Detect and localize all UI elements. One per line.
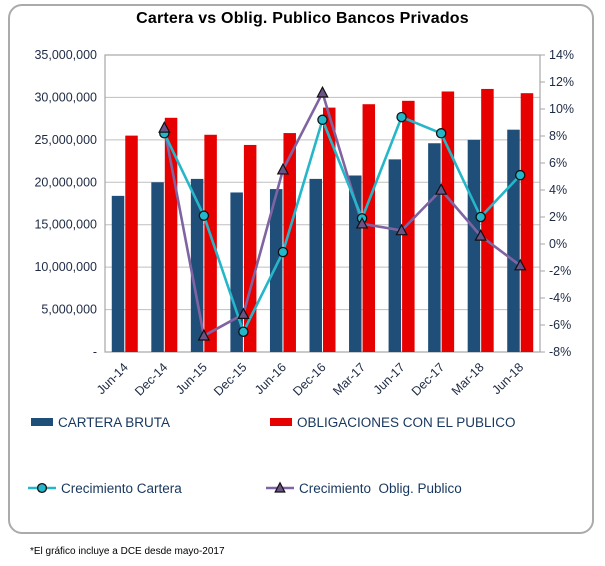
obligaciones-swatch-icon: [270, 418, 292, 426]
bar-series-cartera-bruta: [111, 129, 520, 352]
triangle-marker-icon: [474, 229, 487, 241]
triangle-marker-icon: [197, 328, 211, 341]
legend-label-crecimiento-oblig: Crecimiento Oblig. Publico: [299, 480, 462, 496]
footnote: *El gráfico incluye a DCE desde mayo-201…: [30, 546, 225, 557]
triangle-marker-icon: [514, 258, 527, 271]
right-axis-tick-label: -4%: [549, 291, 571, 305]
legend-item-crecimiento-oblig: Crecimiento Oblig. Publico: [266, 478, 462, 498]
right-axis-tick-label: -2%: [549, 264, 571, 278]
bar: [362, 104, 376, 353]
bar: [309, 178, 322, 352]
legend-label-obligaciones: OBLIGACIONES CON EL PUBLICO: [297, 414, 516, 430]
x-axis-tick-label: Dec-17: [409, 360, 447, 398]
legend-label-cartera-bruta: CARTERA BRUTA: [58, 414, 171, 430]
x-axis-tick-label: Dec-15: [211, 360, 249, 398]
chart-frame: [8, 4, 594, 534]
bar: [125, 135, 138, 352]
chart-svg: 35,000,000 30,000,000 25,000,000 20,000,000…: [34, 48, 574, 399]
circle-marker-icon: [435, 128, 447, 139]
left-axis-tick-label: 30,000,000: [34, 90, 97, 104]
right-axis-tick-label: 4%: [549, 183, 567, 197]
triangle-marker-icon: [355, 216, 369, 229]
markers-crecimiento-cartera: [159, 111, 526, 337]
triangle-marker-icon: [395, 223, 408, 236]
right-axis-tick-label: 2%: [549, 210, 567, 224]
bar: [230, 192, 243, 352]
bar: [428, 143, 441, 352]
cartera-bruta-swatch-icon: [31, 418, 53, 426]
bar: [269, 189, 283, 352]
circle-marker-icon: [475, 211, 486, 223]
bar: [164, 117, 178, 353]
triangle-marker-icon: [237, 307, 250, 319]
left-axis-tick-label: 20,000,000: [34, 175, 97, 189]
right-axis-tick-label: 0%: [549, 237, 567, 251]
bar: [481, 88, 494, 352]
chart-title: Cartera vs Oblig. Publico Bancos Privado…: [136, 10, 469, 27]
legend-item-cartera-bruta: CARTERA BRUTA: [31, 412, 170, 432]
plot-border: [104, 54, 541, 353]
x-axis-tick-label: Jun-15: [173, 360, 210, 397]
right-axis-tick-label: 6%: [549, 156, 567, 170]
triangle-marker-icon: [316, 85, 329, 98]
left-axis-tick-label: 35,000,000: [34, 48, 97, 62]
bar: [111, 195, 125, 352]
bar: [520, 93, 534, 352]
x-axis-tick-label: Mar-17: [330, 360, 368, 398]
circle-marker-icon: [514, 169, 526, 181]
circle-marker-icon: [396, 111, 407, 123]
x-axis-tick-label: Dec-14: [132, 360, 170, 398]
circle-marker-icon: [238, 326, 249, 337]
markers-crecimiento-oblig: [158, 85, 527, 341]
triangle-marker-icon: [434, 183, 448, 195]
bar: [323, 107, 336, 353]
left-axis-labels: 35,000,000 30,000,000 25,000,000 20,000,000…: [34, 48, 97, 359]
x-axis-tick-label: Jun-18: [489, 360, 526, 397]
bar: [507, 129, 520, 352]
x-axis-tick-label: Jun-16: [252, 360, 289, 397]
bar: [388, 159, 402, 352]
bar: [467, 139, 481, 352]
bar: [204, 134, 217, 352]
x-axis-labels: Jun-14 Dec-14 Jun-15 Dec-15 Jun-16 Dec-16 Mar-…: [94, 360, 526, 398]
x-axis-tick-label: Jun-17: [371, 360, 408, 397]
right-axis-tick-label: 8%: [549, 129, 567, 143]
x-axis-tick-label: Dec-16: [290, 360, 328, 398]
legend-lines: Crecimiento Cartera Crecimiento Oblig. P…: [0, 478, 605, 498]
right-axis-labels: 14% 12% 10% 8% 6% 4% 2% 0% -2% -4% -6% -8%: [549, 48, 574, 359]
circle-marker-icon: [198, 210, 210, 221]
line-crecimiento-oblig: [163, 91, 522, 338]
right-axis-tick-label: -6%: [549, 318, 571, 332]
crecimiento-oblig-marker-icon: [266, 481, 294, 493]
x-axis-tick-label: Jun-14: [94, 360, 131, 397]
right-axis-tick-label: 14%: [549, 48, 574, 62]
right-axis-tick-label: 12%: [549, 75, 574, 89]
line-crecimiento-cartera: [163, 115, 522, 334]
bar: [151, 182, 164, 352]
legend-item-obligaciones: OBLIGACIONES CON EL PUBLICO: [270, 412, 516, 432]
triangle-marker-icon: [158, 121, 171, 133]
bar-series-obligaciones: [125, 88, 534, 353]
legend-label-crecimiento-cartera: Crecimiento Cartera: [61, 480, 182, 496]
bar: [402, 100, 415, 352]
triangle-marker-icon: [276, 162, 290, 175]
right-axis-ticks: [540, 54, 545, 353]
bar: [190, 178, 204, 352]
left-axis-tick-label: 5,000,000: [41, 303, 97, 317]
circle-marker-icon: [277, 246, 289, 258]
left-axis-tick-label: 15,000,000: [34, 218, 97, 232]
left-axis-tick-label: 10,000,000: [34, 260, 97, 274]
right-axis-tick-label: -8%: [549, 345, 571, 359]
circle-marker-icon: [317, 114, 328, 126]
x-axis-tick-label: Mar-18: [449, 360, 487, 398]
left-axis-tick-label: 25,000,000: [34, 133, 97, 147]
legend-item-crecimiento-cartera: Crecimiento Cartera: [28, 478, 182, 498]
crecimiento-cartera-marker-icon: [28, 482, 56, 494]
right-axis-tick-label: 10%: [549, 102, 574, 116]
bar: [283, 133, 296, 352]
left-axis-tick-label: -: [93, 345, 97, 359]
legend-bars: CARTERA BRUTA OBLIGACIONES CON EL PUBLIC…: [0, 412, 605, 432]
